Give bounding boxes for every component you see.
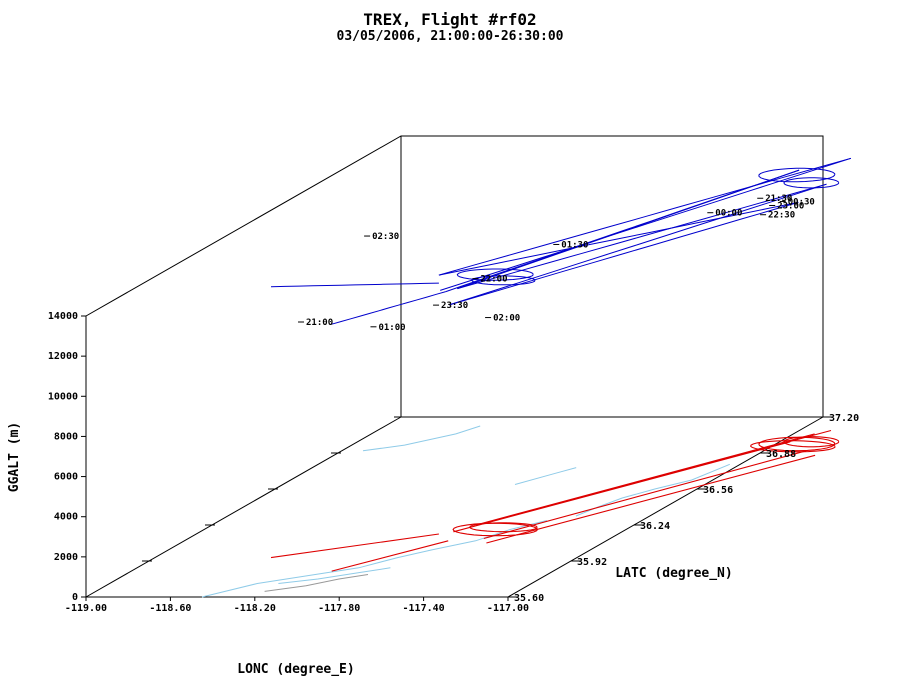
ground-track-segment-9: [758, 436, 836, 452]
floor-left-edge: [85, 416, 402, 598]
y-tick-label: 37.20: [829, 413, 859, 424]
time-label: 21:30: [765, 194, 792, 204]
ground-track-segment-0: [270, 533, 439, 559]
flight-track-segment-1: [331, 291, 446, 325]
time-label: 01:30: [561, 240, 588, 250]
flight-track-loop-1: [758, 167, 836, 183]
axes: 0 2000 4000 6000 8000 10000 12000 14000 GGALT (m…: [7, 311, 859, 677]
time-label: 00:00: [715, 209, 742, 219]
z-axis-label: GGALT (m): [7, 422, 22, 492]
time-label: 02:00: [493, 314, 520, 324]
terrain-gray-line: [264, 574, 369, 592]
flight-track-segment-8: [438, 157, 852, 276]
time-label: 21:00: [306, 318, 333, 328]
y-tick-label: 36.56: [703, 485, 733, 496]
chart-subtitle: 03/05/2006, 21:00:00-26:30:00: [337, 29, 564, 44]
terrain-line-4: [514, 467, 577, 485]
terrain-line-2: [278, 567, 391, 584]
x-tick-label: -119.00: [65, 603, 107, 614]
y-tick-label: 35.92: [577, 557, 607, 568]
terrain-line-0: [201, 520, 548, 598]
ground-track-segment-5: [483, 450, 807, 540]
flight-track: [270, 157, 852, 325]
flight-track-loop-0: [456, 268, 534, 281]
z-tick-label: 2000: [54, 552, 78, 563]
time-label: 00:30: [788, 197, 815, 207]
ground-track-segment-10: [783, 436, 840, 448]
ground-track-segment-8: [494, 429, 832, 522]
flight-track-segment-4: [457, 183, 827, 290]
z-tick-label: 10000: [48, 391, 78, 402]
terrain-line-3: [362, 425, 481, 452]
ground-track: [270, 429, 840, 572]
x-tick-label: -118.20: [234, 603, 276, 614]
x-tick-label: -117.00: [487, 603, 529, 614]
time-label: 23:30: [441, 301, 468, 311]
y-tick-label: 36.24: [640, 521, 670, 532]
time-label: 01:00: [378, 323, 405, 333]
y-tick-label: 35.60: [514, 593, 544, 604]
x-tick-label: -117.80: [318, 603, 360, 614]
flight-track-segment-7: [438, 201, 799, 276]
x-tick-label: -118.60: [149, 603, 191, 614]
time-label: 23:00: [777, 201, 804, 211]
ground-track-segment-7: [486, 454, 816, 544]
z-tick-label: 4000: [54, 512, 78, 523]
x-tick-label: -117.40: [403, 603, 445, 614]
z-tick-label: 12000: [48, 351, 78, 362]
time-label: 22:30: [768, 211, 795, 221]
terrain-contours: [201, 425, 730, 598]
flight-track-loop-2: [783, 177, 840, 189]
time-label: 22:00: [480, 275, 507, 285]
x-axis-label: LONC (degree_E): [237, 662, 354, 677]
z-tick-label: 14000: [48, 311, 78, 322]
z-tick-label: 0: [72, 592, 78, 603]
time-label: 02:30: [372, 232, 399, 242]
chart-title: TREX, Flight #rf02: [363, 10, 536, 29]
y-axis-label: LATC (degree_N): [615, 566, 732, 581]
y-tick-label: 36.88: [766, 449, 796, 460]
ground-track-segment-1: [331, 540, 449, 572]
flight-track-segment-9: [440, 157, 852, 291]
z-tick-label: 6000: [54, 472, 78, 483]
ground-track-segment-11: [750, 440, 836, 453]
flight-track-segment-6: [449, 201, 799, 306]
flight-track-segment-0: [270, 282, 439, 288]
flight-track-loop-3: [471, 275, 536, 286]
z-tick-label: 8000: [54, 431, 78, 442]
